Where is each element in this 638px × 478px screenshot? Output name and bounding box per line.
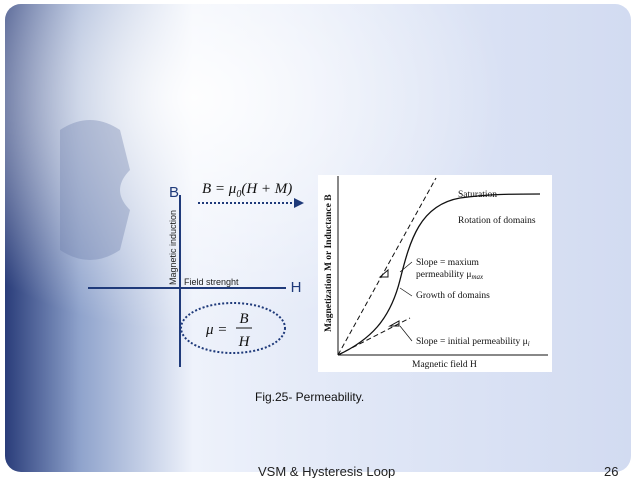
b-label: B — [169, 184, 179, 201]
leader — [399, 287, 413, 297]
slope-triangle — [378, 268, 389, 278]
fig-note: Slope = initial permeability μi — [416, 337, 530, 348]
footer-title: VSM & Hysteresis Loop — [258, 464, 395, 478]
initial-slope-line — [337, 317, 411, 356]
puzzle-decoration — [60, 120, 130, 260]
caption: Fig.25- Permeability. — [255, 390, 364, 404]
eq-sub: 0 — [236, 189, 241, 200]
slope-triangle — [388, 320, 400, 327]
mu-denominator: H — [238, 334, 251, 350]
fig-note: Slope = maxium — [416, 258, 479, 268]
leader — [399, 261, 413, 273]
formula-ellipse — [180, 302, 286, 354]
arrow-head — [294, 198, 304, 208]
fig-note: Growth of domains — [416, 290, 490, 301]
fig-y-label: Magnetization M or Inductance B — [324, 194, 334, 332]
mu-numerator: B — [239, 311, 248, 327]
h-label: H — [291, 279, 302, 296]
mu-lhs: μ = — [205, 322, 227, 338]
leader — [399, 325, 413, 342]
equation: B = μ0(H + M) — [202, 181, 292, 200]
fig-note-sub: max — [471, 273, 484, 281]
eq-lhs: B = μ — [202, 181, 237, 197]
x-axis-label: Field strenght — [184, 277, 239, 287]
eq-rhs: (H + M) — [241, 181, 292, 197]
max-slope-line — [337, 177, 437, 356]
magnetization-curve — [337, 193, 541, 356]
fig-note-text: Slope = initial permeability μ — [416, 337, 528, 347]
page-number: 26 — [604, 464, 618, 478]
y-axis-label: Magnetic induction — [168, 210, 178, 285]
fig-note: Saturation — [458, 190, 497, 200]
fig-note: permeability μmax — [416, 270, 484, 281]
fig-note: Rotation of domains — [458, 215, 536, 226]
fig-note-sub: i — [528, 340, 530, 348]
fig-x-label: Magnetic field H — [412, 359, 477, 370]
fig-note-text: permeability μ — [416, 270, 471, 280]
